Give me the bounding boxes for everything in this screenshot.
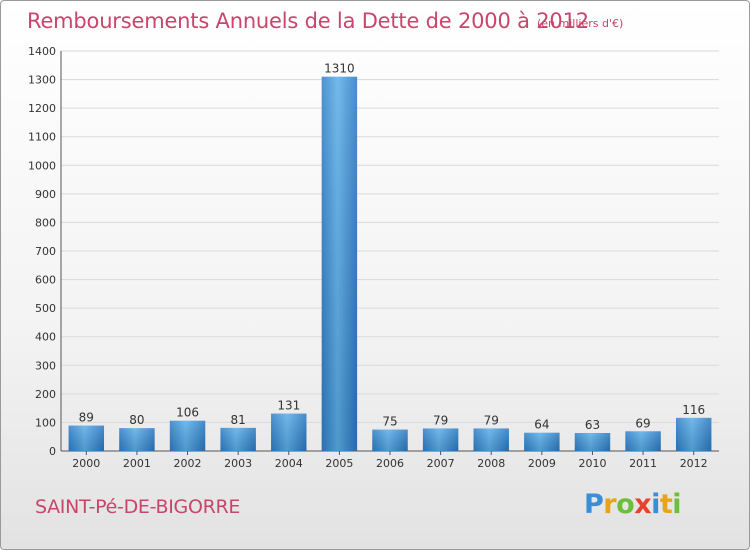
y-tick-label: 0	[49, 445, 56, 458]
logo-letter: i	[672, 489, 682, 520]
data-label: 80	[129, 413, 144, 427]
y-tick-label: 1400	[28, 45, 56, 58]
bar-shade	[372, 429, 408, 451]
x-tick-label: 2001	[123, 457, 151, 470]
logo-letter: i	[651, 489, 660, 520]
x-tick-label: 2010	[578, 457, 606, 470]
data-label: 64	[534, 418, 549, 432]
bar-shade	[119, 428, 155, 451]
x-tick-label: 2012	[680, 457, 708, 470]
data-label: 79	[484, 413, 499, 427]
data-label: 69	[635, 416, 650, 430]
bar-shade	[422, 428, 459, 451]
y-tick-label: 1000	[28, 159, 56, 172]
y-tick-label: 800	[35, 216, 56, 229]
bar-shade	[473, 428, 509, 451]
y-tick-label: 500	[35, 302, 56, 315]
data-label: 116	[682, 403, 705, 417]
data-label: 131	[277, 399, 300, 413]
x-tick-label: 2009	[528, 457, 556, 470]
x-tick-label: 2004	[275, 457, 303, 470]
y-tick-label: 900	[35, 188, 56, 201]
x-tick-label: 2008	[477, 457, 505, 470]
y-tick-label: 1100	[28, 131, 56, 144]
x-tick-label: 2003	[224, 457, 252, 470]
x-tick-label: 2000	[72, 457, 100, 470]
data-label: 63	[585, 418, 600, 432]
bar-shade	[271, 413, 307, 451]
axes: 0 100 200 300 400 500 600 700 800 900 1000 1100 1200…	[28, 45, 719, 470]
x-tick-label: 2005	[325, 457, 353, 470]
bar-shade	[220, 427, 256, 451]
x-tick-label: 2002	[174, 457, 202, 470]
y-tick-label: 100	[35, 416, 56, 429]
data-label: 106	[176, 406, 199, 420]
data-label: 79	[433, 413, 448, 427]
y-tick-label: 1200	[28, 102, 56, 115]
chart-subtitle: (en milliers d'€)	[537, 17, 624, 30]
bar-shade	[625, 431, 661, 451]
x-tick-label: 2006	[376, 457, 404, 470]
bar-shade	[68, 425, 105, 451]
y-tick-label: 200	[35, 388, 56, 401]
bar-shade	[169, 420, 206, 451]
bar-shade	[321, 76, 358, 451]
x-tick-label: 2011	[629, 457, 657, 470]
data-label: 81	[231, 413, 246, 427]
logo-letter: o	[616, 489, 635, 520]
x-tick-label: 2007	[427, 457, 455, 470]
logo-letter: t	[659, 489, 673, 520]
logo-letter: r	[603, 489, 617, 520]
y-tick-label: 700	[35, 245, 56, 258]
logo-letter: P	[584, 489, 604, 520]
bar-shade	[574, 433, 611, 451]
grid-lines	[61, 50, 719, 452]
y-tick-label: 300	[35, 359, 56, 372]
bar-shade	[675, 417, 712, 451]
chart-title: Remboursements Annuels de la Dette de 20…	[27, 9, 589, 33]
data-label: 89	[79, 411, 94, 425]
proxiti-logo: Proxiti	[584, 489, 682, 520]
data-label: 1310	[324, 62, 355, 76]
y-tick-label: 400	[35, 331, 56, 344]
y-tick-label: 600	[35, 274, 56, 287]
bar-shade	[524, 432, 560, 451]
logo-letter: x	[634, 489, 652, 520]
bars	[68, 76, 712, 451]
y-tick-label: 1300	[28, 74, 56, 87]
data-labels: 89 80 106 81 131 1310 75 79 79 64 63 69 116	[79, 62, 705, 432]
data-label: 75	[382, 415, 397, 429]
town-name: SAINT-Pé-DE-BIGORRE	[35, 496, 241, 518]
